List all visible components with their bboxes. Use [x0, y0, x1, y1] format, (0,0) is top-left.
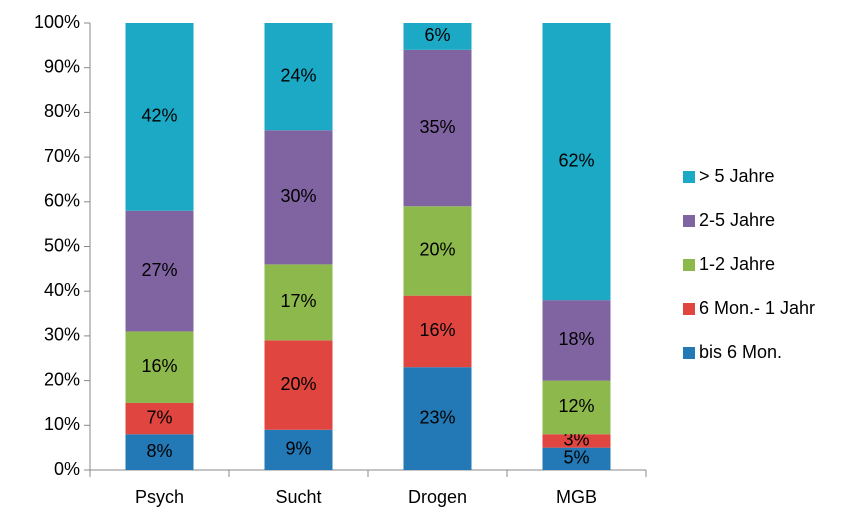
bar-segment — [542, 23, 611, 301]
data-label: 30% — [280, 186, 316, 206]
y-tick-label: 100% — [34, 12, 80, 32]
data-label: 12% — [558, 396, 594, 416]
x-tick-label: Psych — [135, 487, 184, 507]
data-label: 24% — [280, 65, 316, 85]
legend-label: bis 6 Mon. — [699, 342, 782, 362]
data-label: 6% — [424, 25, 450, 45]
bar-segment — [542, 434, 611, 448]
bar-segment — [403, 367, 472, 470]
bar-segment — [125, 402, 194, 435]
data-label: 3% — [563, 430, 589, 450]
y-tick-label: 40% — [44, 280, 80, 300]
data-label: 23% — [419, 407, 455, 427]
x-tick-label: Sucht — [275, 487, 321, 507]
bar-segment — [403, 295, 472, 368]
y-tick-label: 10% — [44, 414, 80, 434]
y-tick-label: 30% — [44, 325, 80, 345]
data-label: 5% — [563, 448, 589, 468]
bar-segment — [264, 23, 333, 131]
data-label: 42% — [141, 106, 177, 126]
bar-segment — [264, 340, 333, 430]
bar-segment — [403, 23, 472, 50]
bar-segment — [264, 264, 333, 341]
y-tick-label: 80% — [44, 101, 80, 121]
data-label: 17% — [280, 291, 316, 311]
y-tick-label: 90% — [44, 56, 80, 76]
legend-swatch — [683, 259, 695, 271]
y-tick-label: 50% — [44, 235, 80, 255]
legend-swatch — [683, 215, 695, 227]
data-label: 16% — [141, 356, 177, 376]
legend-label: > 5 Jahre — [699, 166, 775, 186]
data-label: 16% — [419, 320, 455, 340]
bar-segment — [125, 23, 194, 211]
data-label: 8% — [146, 441, 172, 461]
x-tick-label: Drogen — [408, 487, 467, 507]
bar-segment — [264, 429, 333, 470]
data-label: 18% — [558, 329, 594, 349]
data-label: 9% — [285, 439, 311, 459]
data-label: 27% — [141, 260, 177, 280]
x-tick-label: MGB — [556, 487, 597, 507]
legend-label: 1-2 Jahre — [699, 254, 775, 274]
data-label: 35% — [419, 117, 455, 137]
y-tick-label: 20% — [44, 369, 80, 389]
bar-segment — [403, 206, 472, 296]
data-label: 62% — [558, 150, 594, 170]
bar-segment — [542, 447, 611, 470]
data-label: 20% — [419, 240, 455, 260]
bar-segment — [542, 380, 611, 435]
legend-swatch — [683, 171, 695, 183]
legend-swatch — [683, 303, 695, 315]
bar-segment — [403, 49, 472, 207]
bar-segment — [542, 300, 611, 381]
bar-segment — [125, 434, 194, 470]
legend-swatch — [683, 347, 695, 359]
legend-label: 6 Mon.- 1 Jahr — [699, 298, 815, 318]
data-label: 20% — [280, 374, 316, 394]
y-tick-label: 70% — [44, 146, 80, 166]
data-label: 7% — [146, 407, 172, 427]
legend-label: 2-5 Jahre — [699, 210, 775, 230]
bar-segment — [264, 130, 333, 265]
bar-segment — [125, 331, 194, 403]
y-tick-label: 0% — [54, 459, 80, 479]
bar-segment — [125, 210, 194, 332]
y-tick-label: 60% — [44, 191, 80, 211]
